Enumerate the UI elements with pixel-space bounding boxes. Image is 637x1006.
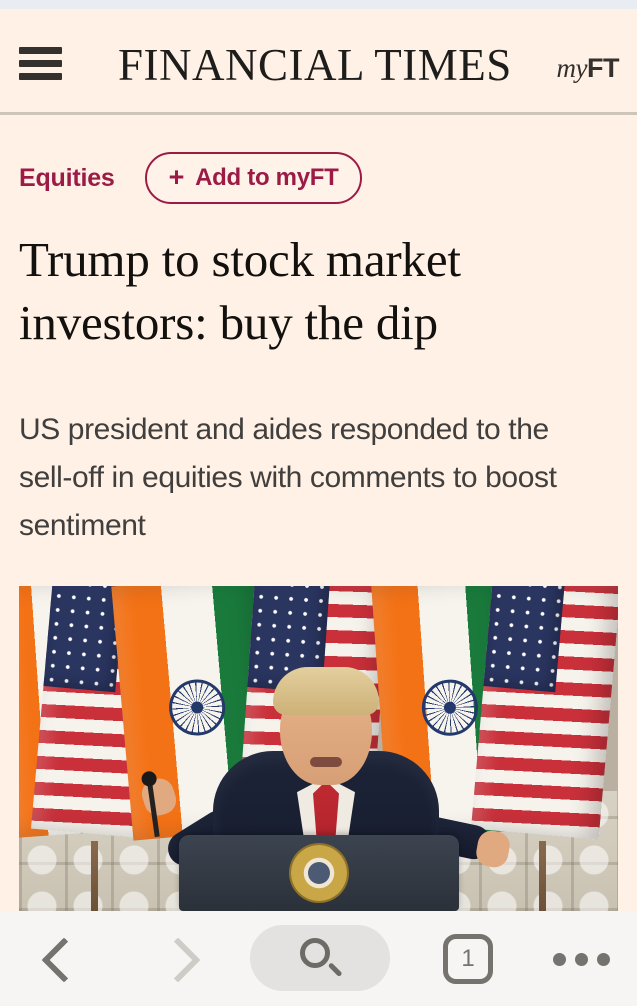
forward-button[interactable] bbox=[140, 925, 210, 993]
mouth bbox=[310, 757, 342, 767]
presidential-seal-icon bbox=[290, 845, 347, 901]
hamburger-bar bbox=[19, 73, 62, 80]
plus-icon: + bbox=[168, 161, 185, 192]
flag-pole bbox=[91, 841, 98, 911]
photo-scene bbox=[19, 586, 618, 911]
ft-wordmark[interactable]: FINANCIAL TIMES bbox=[118, 40, 512, 90]
search-button[interactable] bbox=[250, 925, 390, 991]
presidential-podium bbox=[178, 835, 459, 911]
flag-canton bbox=[483, 586, 565, 693]
back-button[interactable] bbox=[22, 925, 92, 993]
article-photo bbox=[19, 586, 618, 911]
tab-overview-button[interactable]: 1 bbox=[432, 925, 504, 993]
dot bbox=[574, 952, 588, 966]
site-masthead: FINANCIAL TIMES myFT bbox=[0, 9, 637, 115]
myft-logo[interactable]: myFT bbox=[556, 53, 620, 84]
status-bar-strip bbox=[0, 0, 637, 9]
dot bbox=[596, 952, 610, 966]
hamburger-menu-icon[interactable] bbox=[19, 47, 62, 80]
myft-logo-ft: FT bbox=[587, 53, 620, 83]
search-lens bbox=[300, 938, 330, 968]
topic-link-equities[interactable]: Equities bbox=[19, 163, 115, 192]
search-icon bbox=[298, 936, 343, 980]
article-meta-row: Equities + Add to myFT bbox=[19, 148, 619, 208]
search-handle bbox=[327, 962, 343, 978]
article-headline: Trump to stock market investors: buy the… bbox=[19, 232, 461, 350]
more-menu-button[interactable] bbox=[545, 925, 617, 993]
flag-usa bbox=[471, 586, 618, 840]
hair bbox=[273, 667, 379, 715]
tab-count-icon: 1 bbox=[443, 934, 493, 984]
chevron-right-icon bbox=[162, 938, 188, 980]
dot bbox=[552, 952, 566, 966]
article-standfirst: US president and aides responded to the … bbox=[19, 413, 557, 542]
browser-toolbar: 1 bbox=[0, 911, 637, 1006]
chevron-left-icon bbox=[44, 938, 70, 980]
myft-logo-my: my bbox=[556, 53, 588, 83]
hamburger-bar bbox=[19, 47, 62, 54]
hamburger-bar bbox=[19, 60, 62, 67]
add-to-myft-label: Add to myFT bbox=[195, 164, 339, 191]
head bbox=[273, 667, 379, 785]
flag-pole bbox=[539, 841, 546, 911]
add-to-myft-button[interactable]: + Add to myFT bbox=[144, 152, 363, 204]
ellipsis-icon bbox=[552, 952, 610, 966]
